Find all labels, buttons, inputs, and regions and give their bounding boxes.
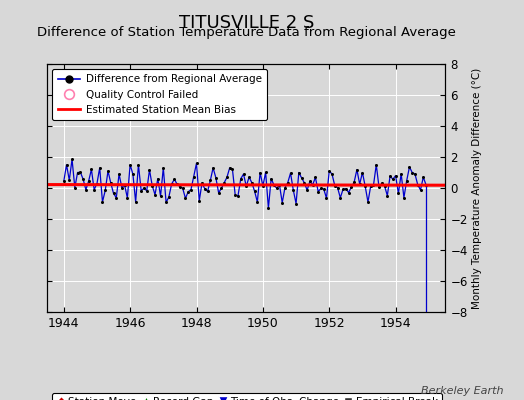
Text: Difference of Station Temperature Data from Regional Average: Difference of Station Temperature Data f… bbox=[37, 26, 456, 39]
Legend: Station Move, Record Gap, Time of Obs. Change, Empirical Break: Station Move, Record Gap, Time of Obs. C… bbox=[52, 393, 442, 400]
Text: TITUSVILLE 2 S: TITUSVILLE 2 S bbox=[179, 14, 314, 32]
Y-axis label: Monthly Temperature Anomaly Difference (°C): Monthly Temperature Anomaly Difference (… bbox=[472, 67, 482, 309]
Text: Berkeley Earth: Berkeley Earth bbox=[421, 386, 503, 396]
